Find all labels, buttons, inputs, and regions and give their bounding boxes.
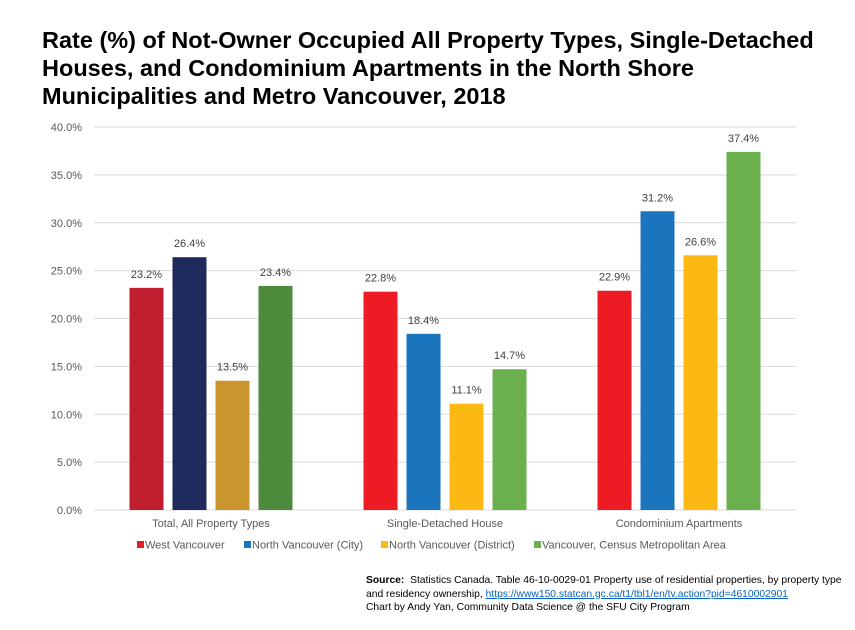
x-tick-label: Condominium Apartments [616,518,743,530]
bar [172,257,207,510]
y-tick-label: 25.0% [51,266,82,278]
chart-credit: Chart by Andy Yan, Community Data Scienc… [366,602,690,613]
legend-label: North Vancouver (District) [389,540,515,552]
data-label: 11.1% [451,385,482,397]
bar [129,287,164,510]
bar [683,255,718,510]
legend-swatch [381,541,388,548]
bar [726,151,761,510]
bar [215,380,250,510]
legend-swatch [244,541,251,548]
data-label: 22.9% [599,272,630,284]
y-tick-label: 10.0% [51,409,82,421]
data-label: 13.5% [217,362,248,374]
legend-label: Vancouver, Census Metropolitan Area [542,540,727,552]
data-label: 26.6% [685,236,716,248]
bar [363,291,398,510]
bar [492,369,527,510]
bar [258,285,293,510]
x-tick-label: Single-Detached House [387,518,503,530]
data-label: 23.2% [131,269,162,281]
y-tick-label: 5.0% [57,457,82,469]
y-tick-label: 40.0% [51,122,82,134]
x-tick-label: Total, All Property Types [152,518,270,530]
source-note: Source: Statistics Canada. Table 46-10-0… [366,574,846,615]
bar [640,211,675,510]
source-label: Source: [366,575,405,586]
data-label: 23.4% [260,267,291,279]
data-label: 18.4% [408,315,439,327]
bar [449,403,484,510]
data-label: 22.8% [365,273,396,285]
legend-label: West Vancouver [145,540,225,552]
chart-title: Rate (%) of Not-Owner Occupied All Prope… [42,27,814,109]
y-tick-label: 35.0% [51,170,82,182]
legend-swatch [137,541,144,548]
source-text: Statistics Canada. Table 46-10-0029-01 P… [366,575,842,600]
data-label: 31.2% [642,192,673,204]
bar [406,333,441,510]
data-label: 26.4% [174,238,205,250]
y-tick-label: 30.0% [51,218,82,230]
y-tick-label: 0.0% [57,505,82,517]
y-tick-label: 20.0% [51,314,82,326]
bar [597,290,632,510]
source-link[interactable]: https://www150.statcan.gc.ca/t1/tbl1/en/… [485,588,788,600]
data-label: 14.7% [494,350,525,362]
legend-label: North Vancouver (City) [252,540,363,552]
y-tick-label: 15.0% [51,361,82,373]
data-label: 37.4% [728,133,759,145]
legend-swatch [534,541,541,548]
